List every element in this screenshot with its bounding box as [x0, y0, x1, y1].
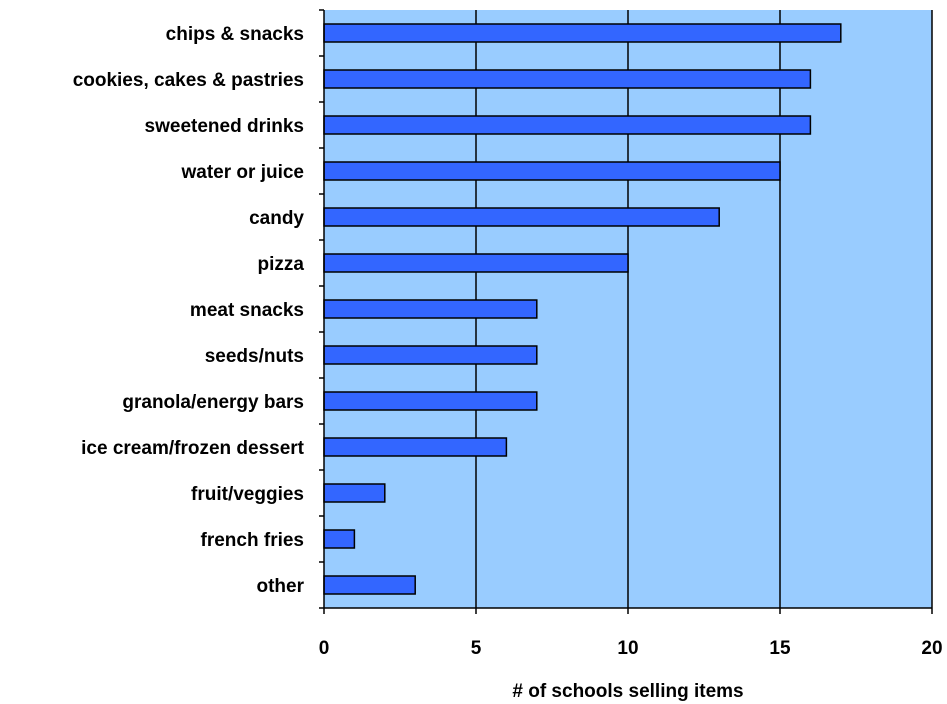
bar: [323, 575, 416, 595]
bars: [323, 23, 842, 595]
gridlines: [475, 10, 933, 608]
bar: [323, 391, 538, 411]
category-label: granola/energy bars: [122, 392, 304, 413]
x-tick-label: 10: [617, 638, 638, 659]
bar: [323, 529, 356, 549]
category-label: french fries: [201, 530, 304, 551]
x-tick-label: 20: [921, 638, 942, 659]
bar: [323, 437, 508, 457]
category-labels: chips & snacks cookies, cakes & pastries s…: [73, 24, 305, 597]
bar: [323, 483, 386, 503]
category-label: pizza: [258, 254, 305, 275]
category-label: seeds/nuts: [205, 346, 304, 367]
bar: [323, 69, 812, 89]
category-label: other: [257, 576, 305, 597]
category-label: ice cream/frozen dessert: [81, 438, 305, 459]
x-tick-label: 15: [769, 638, 791, 659]
axes: [319, 9, 933, 614]
category-label: sweetened drinks: [145, 116, 304, 137]
x-tick-label: 0: [319, 638, 330, 659]
category-label: candy: [249, 208, 304, 229]
category-label: chips & snacks: [166, 24, 304, 45]
bar: [323, 161, 781, 181]
bar: [323, 299, 538, 319]
bar: [323, 23, 842, 43]
bar: [323, 115, 812, 135]
category-label: water or juice: [181, 162, 305, 183]
x-axis-title: # of schools selling items: [512, 681, 743, 702]
bar: [323, 207, 720, 227]
x-tick-label: 5: [471, 638, 482, 659]
x-tick-labels: 0 5 10 15 20: [319, 638, 943, 659]
bar: [323, 253, 629, 273]
category-label: fruit/veggies: [191, 484, 304, 505]
category-label: cookies, cakes & pastries: [73, 70, 304, 91]
category-label: meat snacks: [190, 300, 304, 321]
bar: [323, 345, 538, 365]
